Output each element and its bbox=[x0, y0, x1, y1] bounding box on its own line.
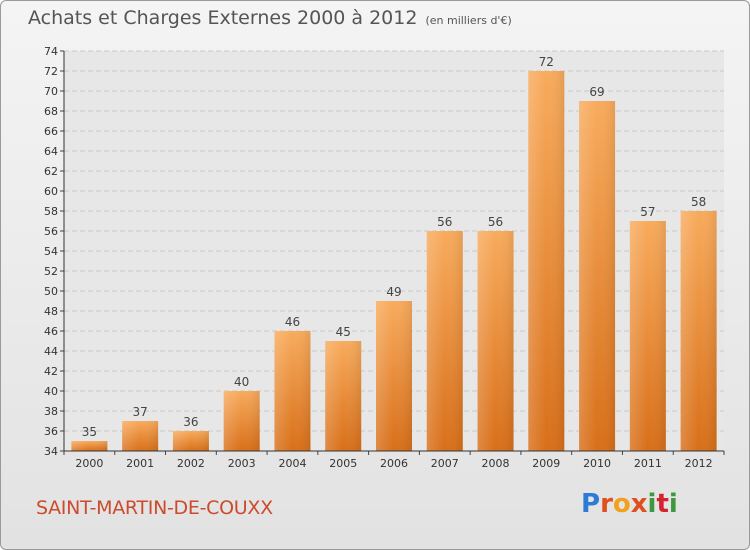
x-tick-label: 2008 bbox=[482, 457, 510, 470]
y-tick-label: 48 bbox=[44, 305, 58, 318]
y-tick-label: 64 bbox=[44, 145, 58, 158]
bar-shade bbox=[477, 231, 514, 451]
x-tick-label: 2006 bbox=[380, 457, 408, 470]
y-tick-label: 62 bbox=[44, 165, 58, 178]
bar-value-label: 49 bbox=[386, 285, 401, 299]
y-tick-label: 52 bbox=[44, 265, 58, 278]
bar-value-label: 69 bbox=[589, 85, 604, 99]
y-tick-label: 70 bbox=[44, 85, 58, 98]
proxiti-logo[interactable]: Proxiti bbox=[581, 489, 678, 519]
y-tick-label: 40 bbox=[44, 385, 58, 398]
bar-value-label: 36 bbox=[183, 415, 198, 429]
bar-shade bbox=[376, 301, 412, 451]
x-tick-label: 2009 bbox=[532, 457, 560, 470]
bars: 35 37 36 40 46 45 49 56 56 72 69 57 58 bbox=[71, 55, 717, 451]
bar-shade bbox=[172, 431, 209, 451]
y-tick-label: 56 bbox=[44, 225, 58, 238]
x-tick-label: 2004 bbox=[278, 457, 306, 470]
bar-shade bbox=[223, 391, 260, 451]
commune-name: SAINT-MARTIN-DE-COUXX bbox=[36, 497, 273, 519]
chart-title-text: Achats et Charges Externes 2000 à 2012 bbox=[28, 7, 418, 29]
bar-shade bbox=[426, 231, 463, 451]
x-tick-label: 2007 bbox=[431, 457, 459, 470]
bar-shade bbox=[274, 331, 311, 451]
y-tick-label: 68 bbox=[44, 105, 58, 118]
x-tick-label: 2000 bbox=[75, 457, 103, 470]
y-tick-label: 36 bbox=[44, 425, 58, 438]
y-tick-label: 34 bbox=[44, 445, 58, 458]
axes: 34 36 38 40 42 44 46 48 50 52 54 56 58 60 62 64 66 68 70 72… bbox=[44, 45, 725, 470]
bar-value-label: 58 bbox=[691, 195, 706, 209]
bar-shade bbox=[528, 71, 565, 451]
bar-value-label: 46 bbox=[285, 315, 300, 329]
y-tick-label: 66 bbox=[44, 125, 58, 138]
y-tick-label: 58 bbox=[44, 205, 58, 218]
bar-shade bbox=[579, 101, 616, 451]
y-tick-label: 50 bbox=[44, 285, 58, 298]
y-tick-label: 44 bbox=[44, 345, 58, 358]
bar-value-label: 57 bbox=[640, 205, 655, 219]
y-tick-label: 42 bbox=[44, 365, 58, 378]
x-tick-label: 2005 bbox=[329, 457, 357, 470]
x-tick-label: 2011 bbox=[634, 457, 662, 470]
y-tick-label: 38 bbox=[44, 405, 58, 418]
y-tick-label: 46 bbox=[44, 325, 58, 338]
bar-shade bbox=[122, 421, 159, 451]
bar-shade bbox=[629, 221, 666, 451]
bar-value-label: 56 bbox=[488, 215, 503, 229]
bar-shade bbox=[680, 211, 717, 451]
chart-title: Achats et Charges Externes 2000 à 2012 (e… bbox=[28, 7, 512, 29]
y-tick-label: 72 bbox=[44, 65, 58, 78]
x-tick-label: 2010 bbox=[583, 457, 611, 470]
chart-subtitle: (en milliers d'€) bbox=[425, 14, 512, 27]
bar-value-label: 56 bbox=[437, 215, 452, 229]
bar-shade bbox=[71, 441, 108, 451]
x-tick-label: 2012 bbox=[685, 457, 713, 470]
bar-value-label: 35 bbox=[82, 425, 97, 439]
y-tick-label: 74 bbox=[44, 45, 58, 58]
bar-value-label: 37 bbox=[133, 405, 148, 419]
bar-shade bbox=[325, 341, 362, 451]
bar-value-label: 40 bbox=[234, 375, 249, 389]
x-tick-label: 2002 bbox=[177, 457, 205, 470]
bar-value-label: 45 bbox=[336, 325, 351, 339]
x-tick-label: 2001 bbox=[126, 457, 154, 470]
y-tick-label: 60 bbox=[44, 185, 58, 198]
bar-value-label: 72 bbox=[539, 55, 554, 69]
x-tick-label: 2003 bbox=[228, 457, 256, 470]
y-tick-label: 54 bbox=[44, 245, 58, 258]
